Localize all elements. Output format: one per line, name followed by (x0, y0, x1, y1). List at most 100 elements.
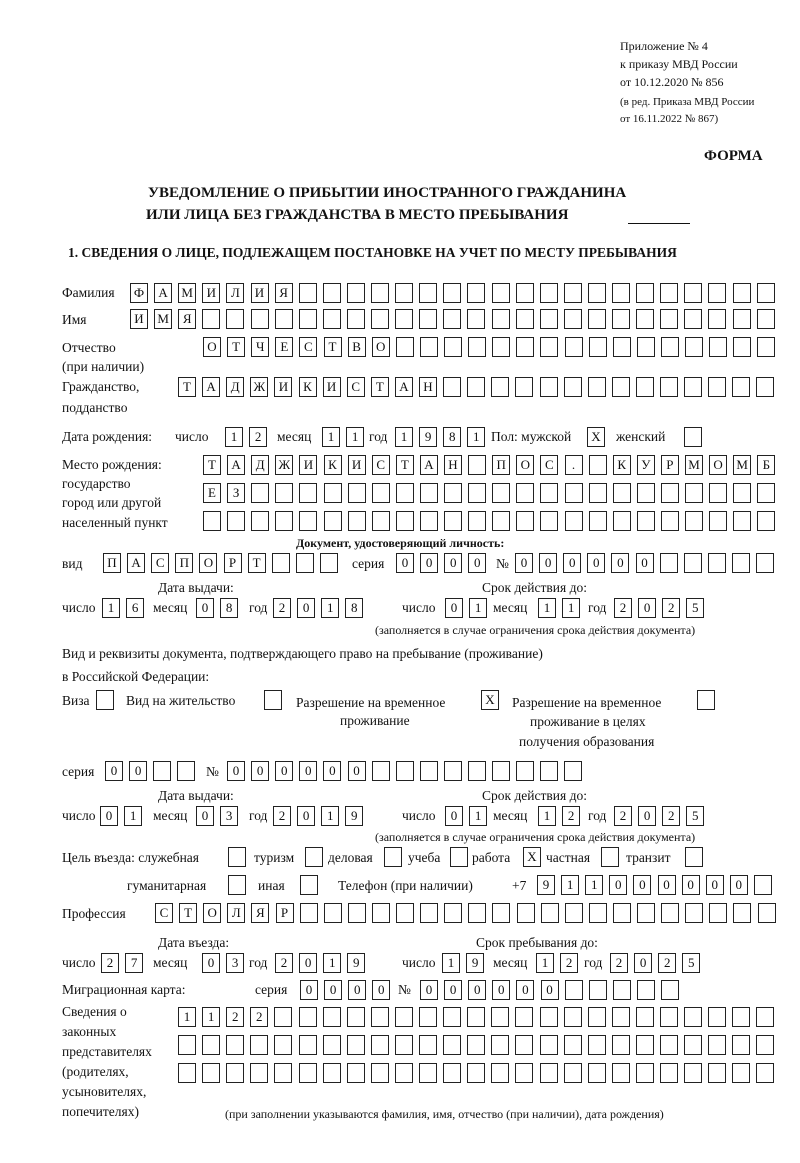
reps-row3-cell[interactable] (635, 1063, 654, 1083)
stay-issue-month-cell[interactable]: 3 (220, 806, 239, 826)
doc-issue-year-cell[interactable]: 0 (297, 598, 316, 618)
mc-series-cell[interactable]: 0 (372, 980, 391, 1000)
stay-issue-day-cell[interactable]: 1 (124, 806, 143, 826)
pob-row3-cell[interactable] (395, 511, 414, 531)
trpe-cell[interactable] (697, 690, 715, 710)
citizenship-cell[interactable]: Т (370, 377, 389, 397)
pob-row2-cell[interactable] (516, 483, 535, 503)
sex-male-cell[interactable]: X (587, 427, 605, 447)
pob-row1-cell[interactable]: К (612, 455, 631, 475)
reps-row2-cell[interactable] (563, 1035, 582, 1055)
reps-row3-cell[interactable] (611, 1063, 630, 1083)
profession-cell[interactable] (371, 903, 390, 923)
patronymic-cell[interactable] (733, 337, 752, 357)
reps-row3-cell[interactable] (274, 1063, 293, 1083)
doc-valid-month-cell[interactable]: 1 (538, 598, 556, 618)
pob-row3-cell[interactable] (371, 511, 390, 531)
reps-row1-cell[interactable] (419, 1007, 437, 1027)
surname-cell[interactable] (708, 283, 727, 303)
stay-issue-month-cell[interactable]: 0 (196, 806, 214, 826)
surname-cell[interactable] (298, 283, 317, 303)
patronymic-cell[interactable] (444, 337, 462, 357)
stay-valid-year-cell[interactable]: 2 (662, 806, 681, 826)
reps-row3-cell[interactable] (467, 1063, 486, 1083)
phone-cell[interactable]: 1 (561, 875, 580, 895)
stay-number-cell[interactable]: 0 (251, 761, 270, 781)
surname-cell[interactable] (515, 283, 534, 303)
phone-cell[interactable]: 9 (537, 875, 555, 895)
reps-row2-cell[interactable] (491, 1035, 510, 1055)
pob-row1-cell[interactable]: Р (660, 455, 679, 475)
pob-row3-cell[interactable] (227, 511, 246, 531)
reps-row1-cell[interactable] (443, 1007, 462, 1027)
pob-row3-cell[interactable] (492, 511, 511, 531)
profession-cell[interactable] (420, 903, 439, 923)
reps-row1-cell[interactable] (346, 1007, 365, 1027)
stay-number-cell[interactable]: 0 (347, 761, 366, 781)
stay-valid-month-cell[interactable]: 2 (562, 806, 581, 826)
doc-valid-day-cell[interactable]: 0 (445, 598, 463, 618)
reps-row1-cell[interactable] (515, 1007, 534, 1027)
reps-row3-cell[interactable] (298, 1063, 317, 1083)
name-cell[interactable] (443, 309, 462, 329)
mc-number-cell[interactable] (588, 980, 607, 1000)
pob-row2-cell[interactable] (492, 483, 511, 503)
stay-valid-year-cell[interactable]: 5 (686, 806, 705, 826)
name-cell[interactable]: Я (178, 309, 197, 329)
pob-row1-cell[interactable]: К (323, 455, 342, 475)
p-service-cell[interactable] (228, 847, 246, 867)
mc-number-cell[interactable]: 0 (468, 980, 487, 1000)
surname-cell[interactable]: М (178, 283, 197, 303)
name-cell[interactable] (202, 309, 221, 329)
mc-series-cell[interactable]: 0 (300, 980, 318, 1000)
doc-issue-year-cell[interactable]: 2 (273, 598, 291, 618)
surname-cell[interactable] (563, 283, 582, 303)
phone-cell[interactable]: 0 (657, 875, 676, 895)
citizenship-cell[interactable] (467, 377, 486, 397)
citizenship-cell[interactable]: Н (419, 377, 437, 397)
pob-row2-cell[interactable]: З (227, 483, 246, 503)
surname-cell[interactable] (587, 283, 606, 303)
name-cell[interactable] (419, 309, 438, 329)
name-cell[interactable] (371, 309, 389, 329)
p-transit-cell[interactable] (685, 847, 703, 867)
doc-type-cell[interactable]: А (127, 553, 146, 573)
citizenship-cell[interactable]: А (394, 377, 413, 397)
patronymic-cell[interactable] (395, 337, 414, 357)
doc-number-cell[interactable]: 0 (635, 553, 654, 573)
surname-cell[interactable]: И (202, 283, 221, 303)
patronymic-cell[interactable] (685, 337, 703, 357)
reps-row2-cell[interactable] (708, 1035, 727, 1055)
stay-issue-year-cell[interactable]: 0 (297, 806, 316, 826)
doc-series-cell[interactable]: 0 (396, 553, 414, 573)
citizenship-cell[interactable] (756, 377, 775, 397)
stay-number-cell[interactable] (468, 761, 486, 781)
stay-issue-day-cell[interactable]: 0 (100, 806, 118, 826)
stay-number-cell[interactable]: 0 (275, 761, 294, 781)
mc-number-cell[interactable]: 0 (540, 980, 559, 1000)
dob-month-cell[interactable]: 1 (322, 427, 340, 447)
profession-cell[interactable] (516, 903, 535, 923)
surname-cell[interactable] (539, 283, 558, 303)
name-cell[interactable] (684, 309, 703, 329)
reps-row1-cell[interactable] (394, 1007, 413, 1027)
patronymic-cell[interactable] (468, 337, 487, 357)
doc-number-cell[interactable] (756, 553, 774, 573)
profession-cell[interactable] (733, 903, 752, 923)
name-cell[interactable] (587, 309, 606, 329)
reps-row3-cell[interactable] (732, 1063, 751, 1083)
citizenship-cell[interactable] (587, 377, 606, 397)
doc-valid-year-cell[interactable]: 2 (614, 598, 632, 618)
name-cell[interactable] (298, 309, 317, 329)
profession-cell[interactable] (468, 903, 487, 923)
profession-cell[interactable] (323, 903, 342, 923)
name-cell[interactable]: М (154, 309, 173, 329)
doc-number-cell[interactable] (683, 553, 702, 573)
name-cell[interactable] (708, 309, 727, 329)
doc-valid-year-cell[interactable]: 0 (638, 598, 657, 618)
entry-day-cell[interactable]: 7 (125, 953, 144, 973)
until-day-cell[interactable]: 9 (466, 953, 485, 973)
pob-row1-cell[interactable]: Ж (275, 455, 294, 475)
pob-row1-cell[interactable]: С (540, 455, 559, 475)
stay-valid-day-cell[interactable]: 0 (445, 806, 463, 826)
